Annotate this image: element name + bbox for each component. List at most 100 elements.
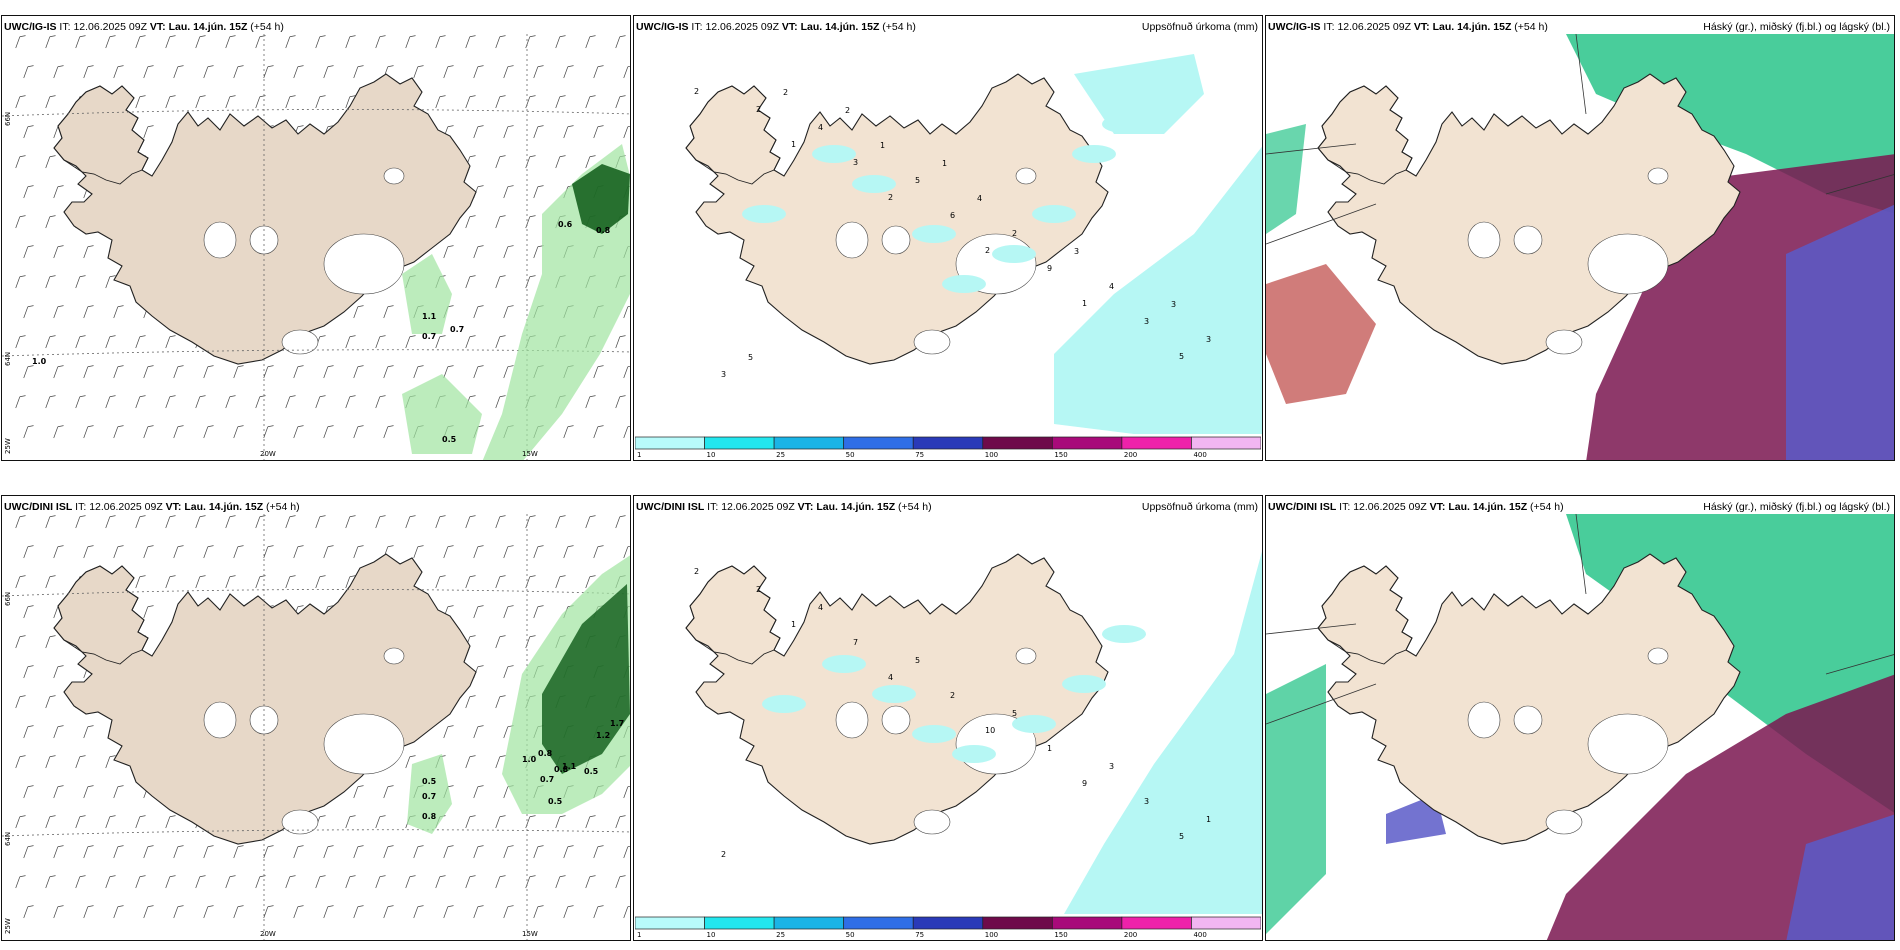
wind-barb <box>405 755 416 769</box>
wind-barb <box>105 875 116 889</box>
wind-barb <box>593 65 604 79</box>
wind-barb <box>113 845 124 859</box>
wind-barb <box>465 815 476 829</box>
glacier <box>1467 701 1501 739</box>
wind-barb <box>503 545 514 559</box>
precip-value: 2 <box>783 88 788 97</box>
wind-barb <box>143 845 154 859</box>
wind-barb <box>443 245 454 259</box>
panel-subtitle: Háský (gr.), miðský (fj.bl.) og lágský (… <box>1703 21 1890 33</box>
wind-barb <box>495 335 506 349</box>
wind-barb <box>585 155 596 169</box>
wind-barb <box>315 95 326 109</box>
wind-barb <box>533 545 544 559</box>
wind-barb <box>323 425 334 439</box>
precip-value: 1.2 <box>596 731 610 740</box>
glacier <box>383 647 405 665</box>
precip-legend: 1 10 25 50 75 100 150 200 400 <box>635 916 1261 938</box>
wind-barb <box>345 95 356 109</box>
precip-patch <box>912 225 956 243</box>
wind-barb <box>473 605 484 619</box>
precip-map: 2 1 2 2 1 5 2 3 6 9 3 3 4 5 2 4 3 2 1 4 3 3 5 2 1 <box>634 34 1262 460</box>
precip-heavy <box>572 164 630 234</box>
precip-value: 4 <box>888 673 893 682</box>
precip-value: 5 <box>915 656 920 665</box>
wind-barb <box>83 545 94 559</box>
wind-barb <box>293 425 304 439</box>
wind-barb <box>315 515 326 529</box>
wind-barb <box>353 785 364 799</box>
wind-barb <box>143 425 154 439</box>
wind-barb <box>255 575 266 589</box>
grid-label: 66N <box>4 592 12 606</box>
wind-barb <box>495 635 506 649</box>
wind-barb <box>495 875 506 889</box>
legend-swatch <box>635 436 705 450</box>
legend-swatch <box>912 916 984 930</box>
wind-barb <box>45 575 56 589</box>
wind-barb <box>255 95 266 109</box>
wind-barb <box>23 185 34 199</box>
wind-barb <box>285 875 296 889</box>
wind-barb <box>15 515 26 529</box>
wind-barb <box>585 515 596 529</box>
precip-value: 4 <box>977 194 982 203</box>
legend-tick-label: 400 <box>1193 451 1206 458</box>
wind-barb <box>473 65 484 79</box>
precip-value: 5 <box>1179 352 1184 361</box>
precip-value: 1 <box>1047 744 1052 753</box>
panel-precip-top: UWC/IG-IS IT: 12.06.2025 09Z VT: Lau. 14… <box>633 15 1263 461</box>
precip-value: 3 <box>1171 300 1176 309</box>
wind-barb <box>525 215 536 229</box>
precip-value: 2 <box>1012 229 1017 238</box>
parallel-line <box>2 109 630 117</box>
precip-light <box>407 754 452 834</box>
wind-barb <box>45 335 56 349</box>
wind-barb <box>45 815 56 829</box>
parallel-line <box>2 829 630 837</box>
wind-barb <box>195 395 206 409</box>
wind-barb <box>105 755 116 769</box>
wind-barb <box>15 155 26 169</box>
precip-value: 3 <box>853 158 858 167</box>
wind-barb <box>533 125 544 139</box>
glacier <box>1647 647 1669 665</box>
wind-barb <box>105 815 116 829</box>
precip-value: 2 <box>721 850 726 859</box>
westfjords-coast <box>685 85 781 185</box>
glacier <box>323 233 405 295</box>
wind-barb <box>555 815 566 829</box>
glacier <box>1513 705 1543 735</box>
wind-barb <box>195 575 206 589</box>
wind-barb <box>143 65 154 79</box>
wind-barb <box>353 425 364 439</box>
wind-barb <box>45 95 56 109</box>
wind-barb <box>473 365 484 379</box>
low-cloud <box>1786 204 1894 460</box>
legend-swatch <box>1191 436 1261 450</box>
wind-barb <box>383 425 394 439</box>
wind-barb <box>555 35 566 49</box>
westfjords-coast <box>685 565 781 665</box>
wind-barb <box>263 425 274 439</box>
precip-patch <box>822 655 866 673</box>
precip-value: 0.8 <box>422 812 437 821</box>
wind-barb <box>195 35 206 49</box>
wind-barb <box>533 65 544 79</box>
panel-cloud-top: UWC/IG-IS IT: 12.06.2025 09Z VT: Lau. 14… <box>1265 15 1895 461</box>
wind-barb <box>135 335 146 349</box>
wind-barb <box>293 65 304 79</box>
precip-value: 1.1 <box>422 312 437 321</box>
legend-tick-label: 50 <box>846 931 855 938</box>
wind-barb <box>623 305 630 319</box>
precip-value: 0.8 <box>554 765 569 774</box>
precip-value: 1 <box>1206 815 1211 824</box>
legend-swatch <box>773 436 845 450</box>
wind-barb <box>555 575 566 589</box>
wind-barb <box>293 365 304 379</box>
wind-barb <box>113 425 124 439</box>
precip-value: 0.5 <box>422 777 437 786</box>
wind-barb <box>375 35 386 49</box>
panel-subtitle: Uppsöfnuð úrkoma (mm) <box>1141 21 1258 33</box>
wind-barb <box>495 575 506 589</box>
